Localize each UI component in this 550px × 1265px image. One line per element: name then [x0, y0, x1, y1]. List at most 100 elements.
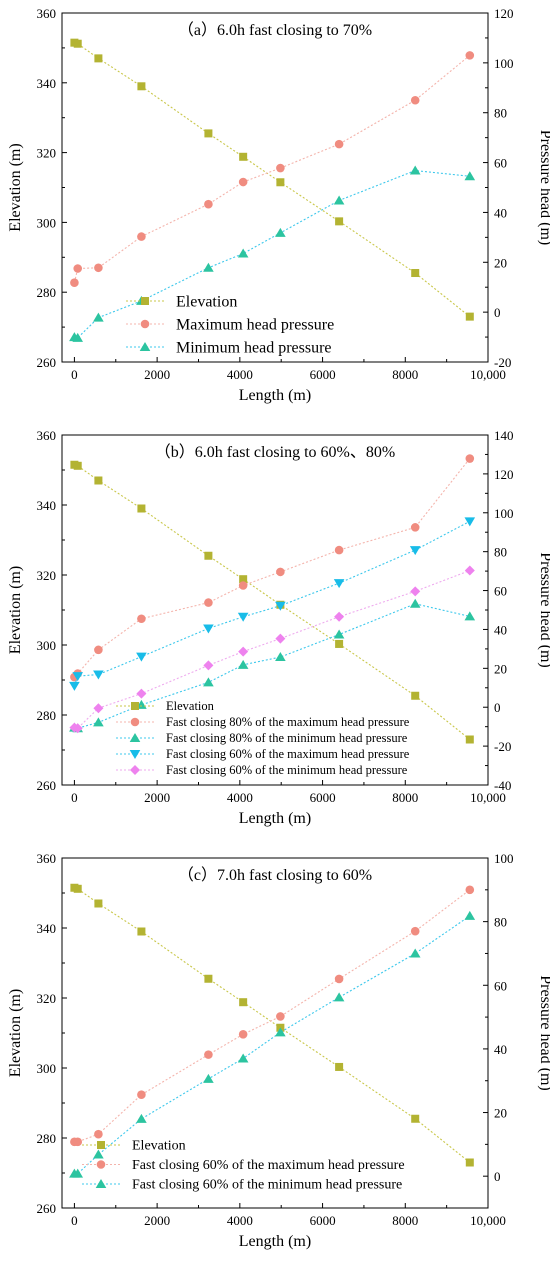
chart-title: （c）7.0h fast closing to 60%: [178, 866, 372, 884]
data-point: [276, 567, 285, 577]
y-tick-label: 280: [37, 708, 57, 723]
data-point: [94, 263, 103, 273]
y2-tick-label: 80: [494, 915, 507, 930]
x-tick-label: 4000: [227, 367, 253, 382]
series-line-0: [74, 887, 471, 1163]
y2-tick-label: 0: [494, 700, 501, 715]
y2-tick-label: 40: [494, 622, 507, 637]
data-point: [239, 152, 248, 161]
legend-marker: [129, 733, 141, 742]
y2-tick-label: 100: [494, 506, 514, 521]
data-point: [333, 629, 345, 639]
data-point: [276, 1012, 285, 1021]
legend-marker: [130, 765, 140, 775]
x-tick-label: 6000: [310, 790, 336, 805]
legend-marker: [96, 1160, 106, 1169]
legend-label: Fast closing 80% of the maximum head pre…: [166, 715, 410, 729]
legend-label: Elevation: [166, 699, 215, 713]
y2-tick-label: 100: [494, 851, 514, 866]
data-point: [73, 264, 83, 273]
y-tick-label: 300: [37, 638, 57, 653]
data-point: [410, 95, 420, 105]
data-point: [465, 735, 474, 744]
data-point: [410, 586, 421, 597]
data-point: [335, 639, 344, 648]
y-axis-label: Elevation (m): [7, 989, 24, 1077]
data-point: [73, 884, 82, 893]
y-tick-label: 360: [37, 428, 57, 443]
data-point: [275, 652, 286, 662]
y-axis-label: Elevation (m): [7, 566, 24, 654]
y-tick-label: 340: [37, 76, 57, 91]
y-tick-label: 340: [37, 921, 57, 936]
x-tick-label: 2000: [144, 1213, 170, 1228]
y2-tick-label: 20: [494, 255, 507, 270]
data-point: [93, 312, 104, 322]
data-point: [203, 677, 214, 687]
data-point: [410, 523, 420, 532]
y2-tick-label: -40: [494, 778, 511, 793]
data-point: [93, 1149, 104, 1159]
data-point: [237, 659, 249, 669]
legend-label: Fast closing 60% of the maximum head pre…: [166, 747, 410, 761]
data-point: [464, 171, 476, 181]
x-tick-label: 2000: [144, 790, 170, 805]
data-point: [204, 129, 213, 138]
y2-axis-label: Pressure head (m): [537, 552, 550, 668]
series-line-3: [73, 520, 471, 687]
data-point: [334, 974, 344, 984]
data-point: [204, 974, 213, 983]
legend-marker: [131, 702, 139, 710]
data-point: [334, 611, 345, 622]
data-point: [204, 199, 213, 209]
y2-tick-label: 100: [494, 56, 514, 71]
y-tick-label: 280: [37, 1131, 57, 1146]
legend-label: Fast closing 80% of the minimum head pre…: [166, 731, 408, 745]
y-tick-label: 260: [37, 355, 57, 370]
legend-label: Fast closing 60% of the minimum head pre…: [132, 1178, 402, 1193]
series-line-1: [74, 458, 471, 678]
x-tick-label: 4000: [227, 1213, 253, 1228]
data-point: [73, 39, 82, 48]
x-axis-label: Length (m): [239, 1233, 311, 1250]
data-point: [409, 598, 421, 608]
y2-tick-label: 60: [494, 978, 507, 993]
data-point: [335, 1062, 344, 1071]
legend-marker: [130, 717, 140, 727]
chart-panel-a: 0 2000 4000 6000 8000 10,000 260 280 300 320 340 36…: [7, 6, 550, 404]
legend-marker: [97, 1141, 105, 1149]
data-point: [464, 611, 476, 621]
series-line-2: [74, 169, 470, 339]
data-point: [94, 645, 103, 655]
legend-marker: [95, 1179, 107, 1188]
data-point: [464, 517, 476, 527]
data-point: [464, 910, 476, 920]
data-point: [275, 1027, 286, 1037]
data-point: [72, 723, 83, 734]
data-point: [93, 670, 104, 680]
x-tick-label: 6000: [310, 367, 336, 382]
data-point: [72, 672, 84, 682]
legend-label: Maximum head pressure: [176, 316, 334, 333]
y-tick-label: 360: [37, 851, 57, 866]
data-point: [93, 717, 104, 727]
y-axis-label: Elevation (m): [7, 143, 24, 231]
data-point: [136, 1113, 147, 1123]
y-tick-label: 320: [37, 568, 57, 583]
y-tick-label: 320: [37, 991, 57, 1006]
data-point: [334, 545, 344, 555]
x-tick-label: 8000: [392, 1213, 418, 1228]
data-point: [73, 1137, 83, 1147]
data-point: [464, 565, 475, 576]
data-point: [409, 948, 421, 958]
data-point: [465, 885, 475, 895]
data-point: [69, 681, 80, 691]
y2-tick-label: 80: [494, 106, 507, 121]
data-point: [276, 178, 285, 187]
data-point: [409, 546, 421, 556]
data-point: [203, 660, 214, 671]
legend-label: Fast closing 60% of the maximum head pre…: [132, 1158, 405, 1173]
y2-tick-label: 0: [494, 1169, 501, 1184]
